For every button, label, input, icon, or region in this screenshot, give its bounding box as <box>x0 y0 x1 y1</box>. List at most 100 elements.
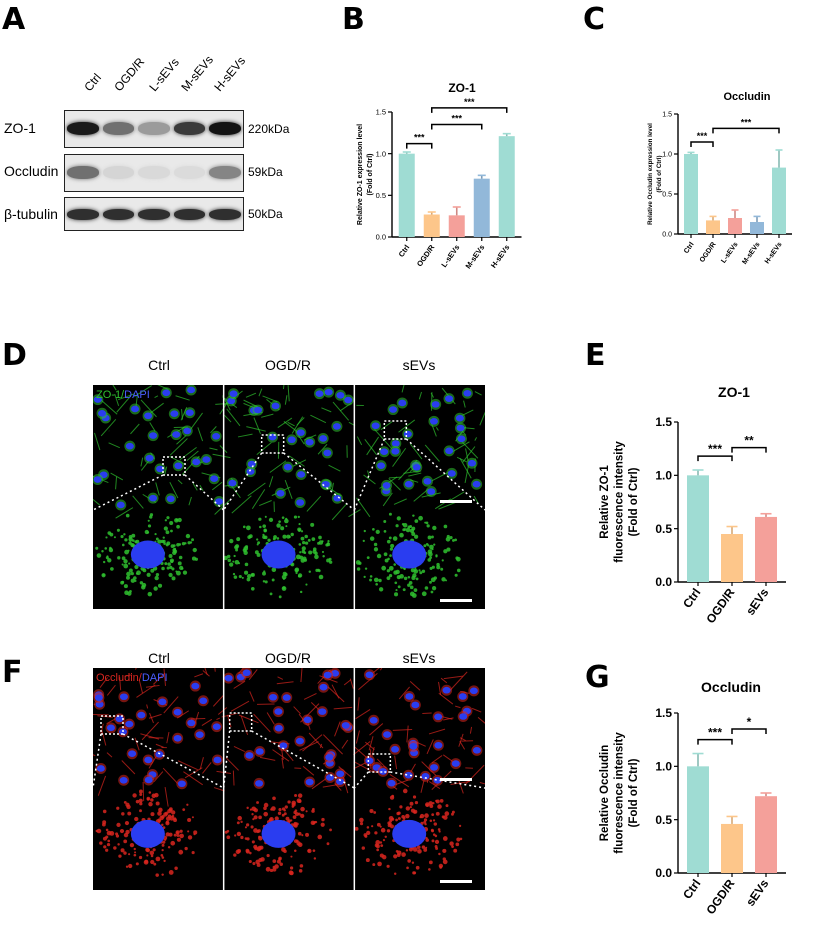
puncta <box>167 562 171 566</box>
bar <box>423 214 440 237</box>
puncta <box>304 534 308 539</box>
puncta <box>396 516 401 521</box>
cell-process <box>192 483 198 491</box>
puncta <box>386 576 391 581</box>
puncta <box>256 863 261 867</box>
puncta <box>432 525 437 531</box>
puncta <box>308 550 313 555</box>
puncta <box>238 562 241 565</box>
nucleus <box>158 698 167 706</box>
y-tick-label: 1.0 <box>655 760 672 774</box>
puncta <box>289 866 294 870</box>
cell-process <box>253 713 271 733</box>
zoom-nucleus <box>392 819 427 848</box>
puncta <box>310 820 316 826</box>
puncta <box>246 574 252 579</box>
puncta <box>413 871 417 875</box>
puncta <box>257 541 261 545</box>
puncta <box>99 841 103 845</box>
puncta <box>173 818 177 823</box>
puncta <box>168 870 174 875</box>
puncta <box>431 839 435 843</box>
puncta <box>155 801 160 806</box>
cell-process <box>201 718 213 726</box>
puncta <box>328 557 332 561</box>
puncta <box>375 529 380 535</box>
puncta <box>116 528 120 532</box>
puncta <box>259 845 264 850</box>
puncta <box>305 810 308 813</box>
puncta <box>413 588 418 592</box>
puncta <box>431 535 434 539</box>
nucleus <box>324 388 333 396</box>
puncta <box>262 524 267 528</box>
cell-process <box>310 414 327 424</box>
puncta <box>128 568 133 573</box>
blot-band <box>173 122 206 135</box>
puncta <box>269 592 273 596</box>
puncta <box>383 520 387 523</box>
nucleus <box>173 734 182 742</box>
micro-image-occludin <box>93 668 485 890</box>
x-tick-label: L-sEVs <box>720 241 739 265</box>
panel-letter-c: C <box>583 2 606 37</box>
nucleus <box>144 776 153 784</box>
nucleus <box>149 432 158 439</box>
puncta <box>300 813 305 819</box>
puncta <box>445 804 449 808</box>
puncta <box>268 517 274 522</box>
puncta <box>291 800 296 806</box>
puncta <box>409 801 414 806</box>
nucleus <box>434 713 443 721</box>
nucleus <box>106 724 115 732</box>
puncta <box>416 845 421 849</box>
nucleus <box>459 713 468 720</box>
puncta <box>459 824 462 827</box>
puncta <box>191 538 194 542</box>
cell-process <box>473 495 479 504</box>
cell-process <box>183 771 203 786</box>
nucleus <box>274 708 283 715</box>
nucleus <box>119 693 128 701</box>
puncta <box>252 861 256 866</box>
puncta <box>359 822 364 826</box>
x-tick-label: sEVs <box>743 585 771 617</box>
cell-process <box>233 680 246 689</box>
cell-process <box>389 774 410 788</box>
puncta <box>161 566 165 571</box>
puncta <box>317 569 321 573</box>
puncta <box>166 566 170 570</box>
x-tick-label: Ctrl <box>680 877 703 902</box>
cell-process <box>138 679 143 694</box>
puncta <box>232 560 235 563</box>
puncta <box>110 567 114 571</box>
puncta <box>377 861 382 867</box>
cell-process <box>276 681 294 685</box>
cell-process <box>293 706 301 715</box>
puncta <box>278 808 282 812</box>
puncta <box>276 537 280 540</box>
puncta <box>134 564 139 570</box>
bar <box>755 796 777 873</box>
puncta <box>139 802 143 806</box>
puncta <box>253 844 258 849</box>
puncta <box>441 559 444 562</box>
cell-process <box>169 481 179 499</box>
cell-process <box>149 422 156 432</box>
blot-band <box>102 166 135 179</box>
puncta <box>395 589 398 592</box>
puncta <box>120 848 125 853</box>
cell-process <box>149 712 154 724</box>
puncta <box>172 544 176 548</box>
puncta <box>259 525 262 529</box>
nucleus <box>98 410 107 417</box>
puncta <box>147 519 150 522</box>
puncta <box>366 830 371 835</box>
nucleus <box>433 777 442 784</box>
puncta <box>123 800 127 804</box>
puncta <box>329 560 333 564</box>
cell-process <box>140 457 144 467</box>
puncta <box>150 568 155 573</box>
nucleus <box>145 454 154 462</box>
puncta <box>266 853 270 858</box>
